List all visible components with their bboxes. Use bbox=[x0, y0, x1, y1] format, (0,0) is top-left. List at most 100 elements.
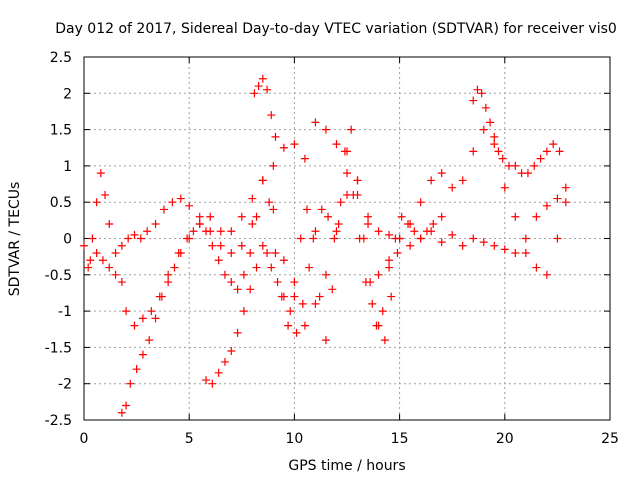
plot-frame bbox=[83, 56, 611, 421]
data-point bbox=[416, 198, 425, 207]
data-point bbox=[122, 401, 131, 410]
data-point bbox=[523, 169, 532, 178]
data-point bbox=[469, 147, 478, 156]
x-tick-label: 25 bbox=[601, 431, 619, 447]
data-point bbox=[214, 368, 223, 377]
y-tick-label: -2 bbox=[58, 377, 72, 393]
data-point bbox=[111, 249, 120, 258]
data-point bbox=[164, 278, 173, 287]
data-point bbox=[168, 198, 177, 207]
data-point bbox=[387, 292, 396, 301]
data-point bbox=[332, 227, 341, 236]
data-point bbox=[92, 198, 101, 207]
data-point bbox=[130, 321, 139, 330]
data-point bbox=[328, 285, 337, 294]
data-point bbox=[549, 140, 558, 149]
data-point bbox=[202, 376, 211, 385]
y-tick-label: -1.5 bbox=[45, 340, 72, 356]
data-point bbox=[111, 270, 120, 279]
data-point bbox=[511, 212, 520, 221]
grid-lines bbox=[84, 57, 610, 420]
data-point bbox=[437, 238, 446, 247]
y-tick-label: 0.5 bbox=[50, 195, 72, 211]
data-point bbox=[385, 230, 394, 239]
data-point bbox=[101, 190, 110, 199]
data-point bbox=[437, 169, 446, 178]
y-tick-label: 0 bbox=[63, 232, 72, 248]
data-point bbox=[271, 249, 280, 258]
data-point bbox=[284, 321, 293, 330]
data-point bbox=[378, 307, 387, 316]
data-point bbox=[486, 118, 495, 127]
data-point bbox=[216, 227, 225, 236]
data-point bbox=[311, 227, 320, 236]
data-point bbox=[321, 270, 330, 279]
data-point bbox=[147, 307, 156, 316]
data-point bbox=[220, 270, 229, 279]
data-point bbox=[227, 347, 236, 356]
data-point bbox=[265, 198, 274, 207]
data-point bbox=[254, 82, 263, 91]
x-axis-label: GPS time / hours bbox=[288, 458, 405, 474]
data-point bbox=[437, 212, 446, 221]
data-point bbox=[343, 169, 351, 178]
data-point bbox=[429, 219, 438, 228]
y-tick-label: 1.5 bbox=[50, 123, 72, 139]
data-point bbox=[406, 241, 415, 250]
data-point bbox=[448, 183, 457, 192]
data-point bbox=[321, 336, 330, 345]
data-point bbox=[138, 314, 147, 323]
data-point bbox=[355, 234, 364, 243]
y-tick-label: 1 bbox=[63, 159, 72, 175]
data-point bbox=[252, 212, 261, 221]
data-point bbox=[340, 147, 349, 156]
data-point bbox=[86, 256, 95, 265]
data-point bbox=[195, 219, 204, 228]
data-point bbox=[427, 176, 436, 185]
data-point bbox=[469, 96, 478, 105]
data-point bbox=[130, 230, 139, 239]
data-point bbox=[98, 256, 107, 265]
y-tick-label: 2 bbox=[63, 86, 72, 102]
data-point bbox=[334, 219, 343, 228]
data-point bbox=[143, 227, 152, 236]
data-point bbox=[88, 234, 97, 243]
data-point bbox=[273, 278, 282, 287]
data-point bbox=[353, 176, 362, 185]
data-point bbox=[532, 263, 541, 272]
data-point bbox=[374, 270, 383, 279]
data-point bbox=[393, 249, 402, 258]
data-point bbox=[145, 336, 154, 345]
data-point bbox=[292, 328, 301, 337]
data-point bbox=[416, 234, 425, 243]
data-point bbox=[374, 321, 383, 330]
data-point bbox=[208, 241, 217, 250]
data-point bbox=[553, 194, 562, 203]
data-point bbox=[380, 336, 389, 345]
data-point bbox=[374, 227, 383, 236]
y-tick-label: 2.5 bbox=[50, 50, 72, 66]
data-point bbox=[300, 154, 309, 163]
data-point bbox=[117, 408, 126, 417]
data-point bbox=[477, 89, 486, 98]
data-point bbox=[84, 263, 93, 272]
data-point bbox=[542, 270, 551, 279]
data-point bbox=[364, 212, 373, 221]
data-point bbox=[521, 234, 530, 243]
data-point bbox=[227, 227, 236, 236]
data-point bbox=[397, 212, 406, 221]
data-point bbox=[248, 219, 257, 228]
data-point bbox=[494, 147, 503, 156]
data-point bbox=[521, 249, 530, 258]
data-point bbox=[105, 263, 114, 272]
data-point bbox=[309, 234, 318, 243]
data-point bbox=[239, 307, 248, 316]
data-points bbox=[80, 74, 570, 417]
data-point bbox=[239, 270, 248, 279]
data-point bbox=[279, 256, 288, 265]
data-point bbox=[246, 285, 255, 294]
data-point bbox=[290, 140, 299, 149]
data-point bbox=[555, 147, 564, 156]
data-point bbox=[208, 379, 217, 388]
